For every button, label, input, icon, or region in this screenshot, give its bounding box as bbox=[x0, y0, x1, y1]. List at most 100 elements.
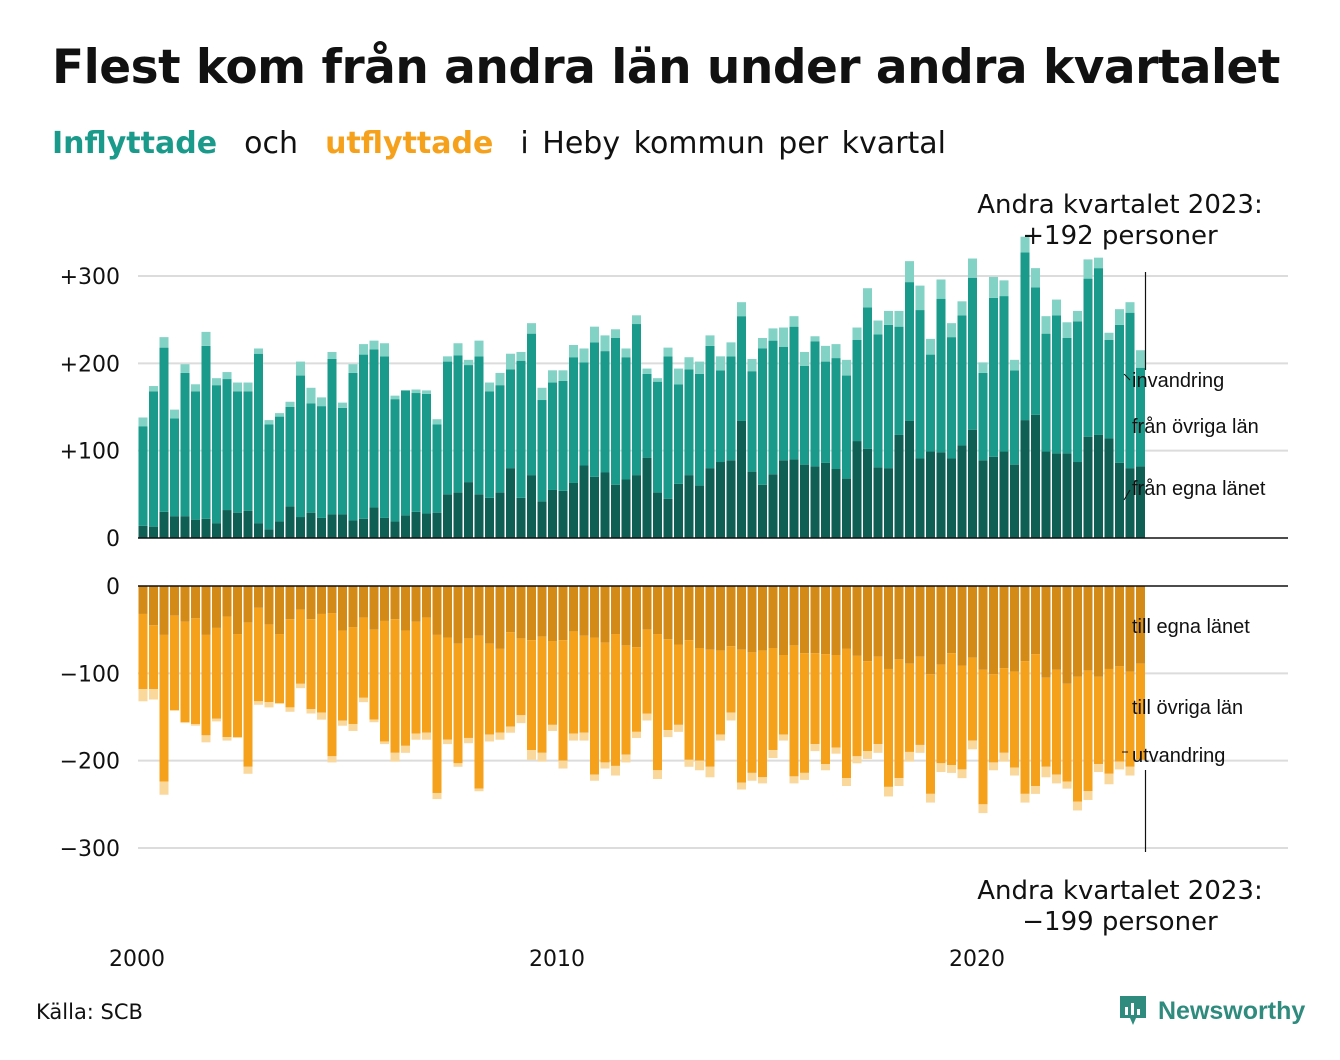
bar-in-other-counties bbox=[180, 372, 190, 517]
bar-out-own-county bbox=[338, 586, 347, 631]
bar-emigration bbox=[611, 765, 620, 776]
bar-in-own-county bbox=[863, 448, 872, 538]
bar-in-other-counties bbox=[285, 407, 295, 507]
bar-emigration bbox=[978, 804, 988, 814]
bar-in-other-counties bbox=[264, 424, 274, 530]
bar-out-own-county bbox=[401, 586, 410, 631]
bar-emigration bbox=[894, 778, 904, 786]
bar-in-other-counties bbox=[905, 282, 914, 421]
bar-out-other-counties bbox=[947, 653, 956, 766]
bar-immigration bbox=[863, 288, 872, 308]
bar-in-other-counties bbox=[464, 365, 473, 483]
bar-out-own-county bbox=[558, 586, 568, 641]
bar-out-other-counties bbox=[842, 648, 851, 779]
bar-immigration bbox=[422, 390, 431, 394]
bar-in-other-counties bbox=[758, 348, 767, 485]
bar-in-other-counties bbox=[621, 357, 631, 480]
bar-in-other-counties bbox=[338, 407, 347, 515]
y-tick-label-top: +100 bbox=[60, 440, 120, 465]
bar-in-other-counties bbox=[474, 356, 484, 495]
bar-in-own-county bbox=[1020, 420, 1030, 538]
bar-out-own-county bbox=[1136, 586, 1145, 664]
bar-out-other-counties bbox=[926, 674, 935, 794]
bar-out-other-counties bbox=[495, 648, 505, 733]
bar-in-own-county bbox=[831, 469, 841, 538]
bar-out-own-county bbox=[548, 586, 557, 642]
bar-in-other-counties bbox=[968, 277, 977, 430]
bar-out-other-counties bbox=[821, 654, 830, 765]
bar-emigration bbox=[1094, 764, 1103, 773]
bar-out-other-counties bbox=[474, 635, 484, 789]
bar-immigration bbox=[579, 348, 589, 363]
bar-immigration bbox=[894, 310, 904, 327]
bar-in-own-county bbox=[1083, 436, 1093, 538]
bar-in-other-counties bbox=[579, 362, 589, 466]
bar-in-other-counties bbox=[191, 391, 200, 520]
bar-out-own-county bbox=[821, 586, 830, 655]
annotation-top-line1: Andra kvartalet 2023: bbox=[977, 190, 1262, 220]
bar-emigration bbox=[947, 765, 956, 773]
bar-in-other-counties bbox=[1104, 339, 1114, 439]
bar-in-own-county bbox=[1136, 466, 1145, 538]
bar-in-own-county bbox=[600, 472, 610, 538]
bar-emigration bbox=[243, 766, 253, 774]
bar-in-other-counties bbox=[632, 324, 641, 476]
bar-out-other-counties bbox=[716, 650, 725, 735]
bar-emigration bbox=[810, 744, 820, 752]
bar-out-other-counties bbox=[527, 640, 536, 751]
bar-in-own-county bbox=[411, 511, 421, 538]
bar-emigration bbox=[999, 752, 1009, 762]
bar-emigration bbox=[768, 750, 778, 759]
bar-emigration bbox=[401, 745, 410, 753]
bar-out-other-counties bbox=[1083, 670, 1093, 792]
bar-emigration bbox=[159, 781, 169, 795]
bar-emigration bbox=[495, 732, 505, 740]
bar-out-other-counties bbox=[632, 647, 641, 732]
bar-in-own-county bbox=[779, 460, 788, 538]
bar-immigration bbox=[495, 372, 505, 386]
bar-in-other-counties bbox=[1125, 312, 1135, 469]
bar-in-own-county bbox=[936, 452, 946, 538]
bar-in-own-county bbox=[369, 507, 379, 538]
bar-in-other-counties bbox=[611, 338, 620, 485]
bar-out-own-county bbox=[978, 586, 988, 670]
bar-in-own-county bbox=[968, 429, 977, 538]
bar-emigration bbox=[296, 683, 305, 689]
bar-in-own-county bbox=[1052, 453, 1061, 538]
bar-out-own-county bbox=[999, 586, 1009, 669]
bar-in-other-counties bbox=[705, 345, 715, 469]
bar-out-own-county bbox=[852, 586, 862, 656]
bar-in-other-counties bbox=[831, 358, 841, 470]
bar-immigration bbox=[789, 316, 799, 327]
bar-in-other-counties bbox=[1062, 338, 1072, 454]
bar-out-other-counties bbox=[936, 664, 946, 764]
bar-in-own-county bbox=[957, 445, 967, 538]
bar-in-own-county bbox=[789, 459, 799, 538]
bar-immigration bbox=[1115, 309, 1124, 325]
y-tick-label-bottom: 0 bbox=[106, 575, 120, 600]
bar-immigration bbox=[191, 384, 200, 392]
bar-in-own-county bbox=[453, 492, 463, 538]
bar-out-other-counties bbox=[873, 656, 883, 745]
bar-emigration bbox=[716, 734, 725, 741]
bar-out-other-counties bbox=[1073, 676, 1082, 802]
bar-emigration bbox=[1052, 774, 1061, 784]
bar-in-own-county bbox=[632, 475, 641, 538]
bar-immigration bbox=[170, 409, 179, 419]
bar-in-own-county bbox=[537, 501, 547, 538]
bar-in-other-counties bbox=[926, 354, 935, 452]
bar-out-own-county bbox=[170, 586, 179, 616]
bar-emigration bbox=[558, 760, 568, 769]
bar-out-own-county bbox=[380, 586, 389, 621]
bar-in-other-counties bbox=[569, 357, 578, 483]
bar-immigration bbox=[222, 372, 232, 380]
bar-immigration bbox=[653, 378, 662, 382]
bar-in-other-counties bbox=[1041, 333, 1051, 452]
bar-immigration bbox=[768, 328, 778, 341]
bar-immigration bbox=[159, 337, 169, 348]
bar-out-own-county bbox=[506, 586, 515, 633]
bar-out-own-county bbox=[915, 586, 925, 657]
bar-in-own-county bbox=[852, 441, 862, 538]
bar-in-other-counties bbox=[432, 424, 442, 513]
bar-in-other-counties bbox=[863, 307, 872, 449]
